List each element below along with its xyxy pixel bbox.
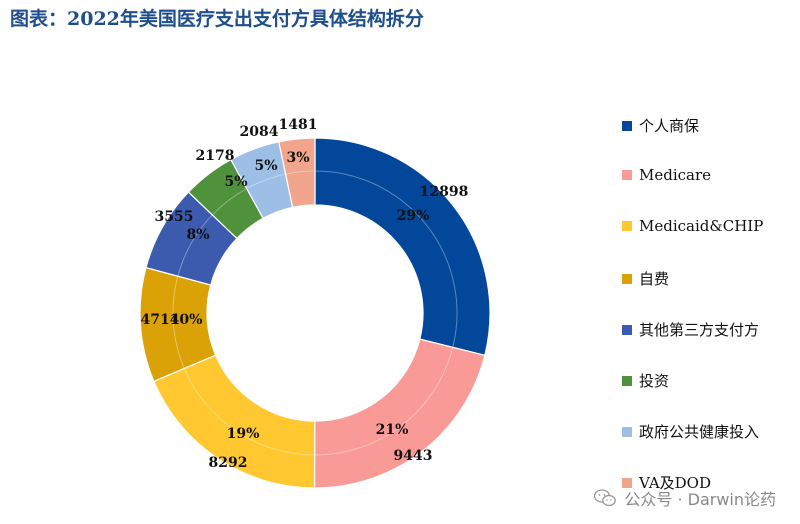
slice-value-label: 8292 (209, 455, 248, 471)
legend-swatch (622, 221, 632, 231)
ring-separator (314, 347, 454, 456)
legend-swatch (622, 170, 632, 180)
ring-separator (183, 368, 315, 456)
slice-value-label: 12898 (420, 184, 469, 200)
watermark: 公众号 · Darwin论药 (594, 486, 776, 510)
slice-percent-label: 5% (254, 158, 277, 174)
slice-percent-label: 29% (397, 208, 430, 224)
slice-percent-label: 8% (186, 227, 209, 243)
ring-separator (177, 214, 213, 277)
slice-percent-label: 3% (286, 150, 309, 166)
legend-label: 个人商保 (639, 117, 700, 135)
page-title: 图表：2022年美国医疗支出支付方具体结构拆分 (10, 8, 424, 30)
watermark-text: 公众号 · Darwin论药 (624, 490, 776, 509)
legend-swatch (622, 273, 632, 284)
legend-item: VA及DOD (622, 472, 711, 493)
legend-label: 投资 (639, 372, 670, 390)
slice-value-label: 1481 (279, 117, 318, 133)
wechat-icon (594, 489, 617, 507)
legend-swatch (622, 324, 632, 335)
legend-item: Medicare (622, 166, 711, 184)
ring-separator (211, 188, 247, 216)
legend-swatch (622, 375, 632, 386)
legend-item: 自费 (622, 268, 669, 289)
slice-percent-label: 21% (376, 422, 409, 438)
donut-slice (313, 338, 486, 489)
legend-label: Medicaid&CHIP (639, 217, 764, 235)
legend-item: Medicaid&CHIP (622, 217, 763, 235)
donut-slice (314, 137, 491, 357)
legend-item: 投资 (622, 370, 669, 391)
legend-label: Medicare (639, 166, 712, 184)
legend-swatch (622, 477, 632, 488)
ring-separator (314, 170, 458, 348)
slice-percent-label: 19% (227, 426, 260, 442)
slice-percent-label: 5% (224, 174, 247, 190)
ring-separator (246, 173, 286, 189)
legend-swatch (622, 120, 632, 131)
slice-percent-label: 10% (170, 312, 203, 328)
legend-label: 政府公共健康投入 (639, 423, 760, 441)
slice-value-label: 3555 (155, 209, 194, 225)
legend-item: 个人商保 (622, 115, 699, 136)
slice-value-label: 4714 (141, 312, 180, 328)
ring-separator (285, 170, 316, 175)
donut-slice (278, 137, 316, 209)
slice-value-label: 2084 (240, 124, 279, 140)
legend-label: 自费 (639, 270, 670, 288)
legend-item: 其他第三方支付方 (622, 319, 759, 340)
slice-value-label: 9443 (394, 448, 433, 464)
ring-separator (172, 276, 185, 369)
legend-label: VA及DOD (639, 474, 711, 492)
legend-swatch (622, 426, 632, 437)
legend-label: 其他第三方支付方 (639, 321, 760, 339)
legend-item: 政府公共健康投入 (622, 421, 759, 442)
slice-value-label: 2178 (196, 148, 235, 164)
